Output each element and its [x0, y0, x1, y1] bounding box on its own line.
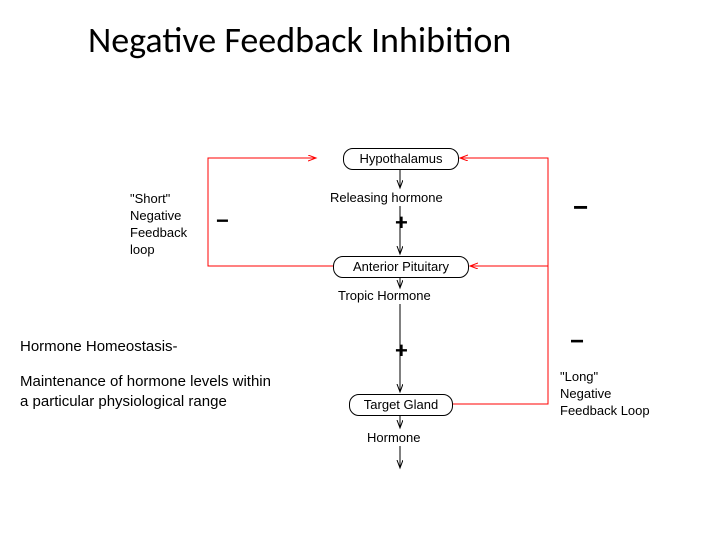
label-m_long2: −: [570, 328, 584, 356]
node-ant: Anterior Pituitary: [333, 256, 469, 278]
label-p2: +: [395, 338, 408, 364]
label-m_short: −: [216, 208, 229, 234]
label-tro: Tropic Hormone: [338, 288, 431, 303]
label-short: "Short" Negative Feedback loop: [130, 190, 187, 258]
homeostasis-heading: Hormone Homeostasis-: [20, 338, 178, 355]
label-hor: Hormone: [367, 430, 420, 445]
label-p1: +: [395, 210, 408, 236]
node-hypo: Hypothalamus: [343, 148, 459, 170]
label-rel: Releasing hormone: [330, 190, 443, 205]
homeostasis-desc: Maintenance of hormone levels within a p…: [20, 372, 271, 412]
label-m_long1: −: [573, 192, 588, 223]
node-tgt: Target Gland: [349, 394, 453, 416]
label-long: "Long" Negative Feedback Loop: [560, 368, 650, 419]
